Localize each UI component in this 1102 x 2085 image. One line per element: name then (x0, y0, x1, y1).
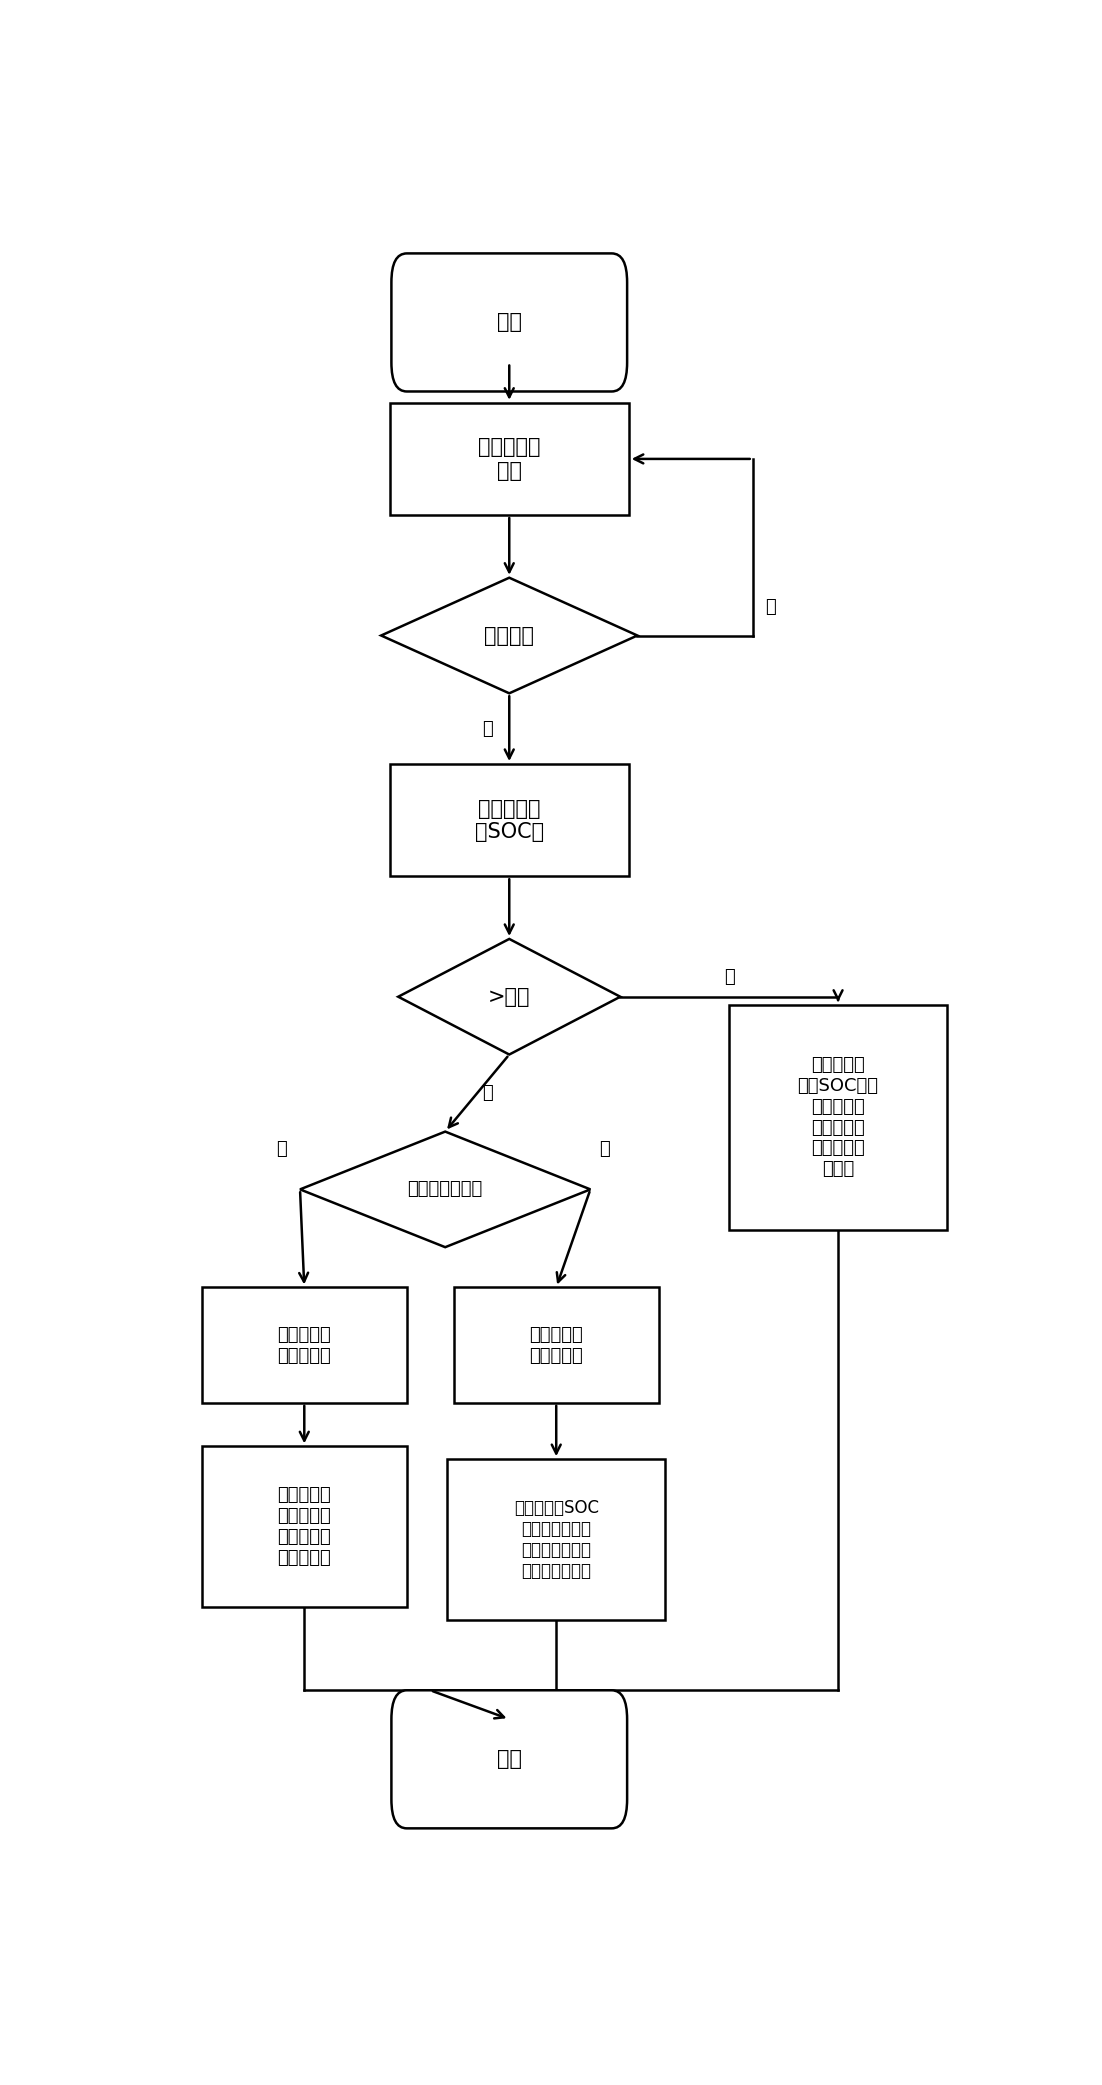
Bar (202, 1286, 407, 1403)
Text: 估算超级电
容SOC值: 估算超级电 容SOC值 (475, 799, 543, 842)
Text: 否: 否 (766, 598, 776, 615)
Text: 超级电容有电流: 超级电容有电流 (408, 1180, 483, 1199)
Text: 是: 是 (483, 719, 494, 738)
Text: 是: 是 (724, 967, 735, 986)
Text: 控制加速踏
板并启动报
警装置以及
仪表盘显示: 控制加速踏 板并启动报 警装置以及 仪表盘显示 (278, 1487, 332, 1566)
Polygon shape (381, 578, 637, 694)
Polygon shape (300, 1132, 591, 1247)
Bar (447, 1460, 666, 1620)
Bar (390, 763, 629, 876)
Text: 否: 否 (483, 1084, 494, 1103)
Text: 判断驾驶员
意图: 判断驾驶员 意图 (478, 438, 540, 480)
Text: 否: 否 (277, 1140, 288, 1159)
Bar (202, 1447, 407, 1608)
Text: 超级电容处
于误判状态: 超级电容处 于误判状态 (529, 1326, 583, 1364)
FancyBboxPatch shape (391, 1691, 627, 1829)
Bar (454, 1286, 659, 1403)
FancyBboxPatch shape (391, 254, 627, 392)
Text: 将此时超级
电容SOC值和
当前车速以
及所需转矩
输入实行功
率分配: 将此时超级 电容SOC值和 当前车速以 及所需转矩 输入实行功 率分配 (798, 1057, 878, 1178)
Polygon shape (398, 938, 620, 1055)
Text: 是否加速: 是否加速 (484, 626, 534, 646)
Text: 开始: 开始 (497, 313, 521, 332)
Text: >阈值: >阈值 (488, 986, 530, 1007)
Text: 将超级电容SOC
阈值和当前车速
以及所需转矩输
入实行功率分配: 将超级电容SOC 阈值和当前车速 以及所需转矩输 入实行功率分配 (514, 1499, 598, 1580)
Text: 结束: 结束 (497, 1749, 521, 1770)
Bar (730, 1005, 947, 1230)
Bar (390, 402, 629, 515)
Text: 是: 是 (599, 1140, 609, 1159)
Text: 超级电容处
于故障状态: 超级电容处 于故障状态 (278, 1326, 332, 1364)
